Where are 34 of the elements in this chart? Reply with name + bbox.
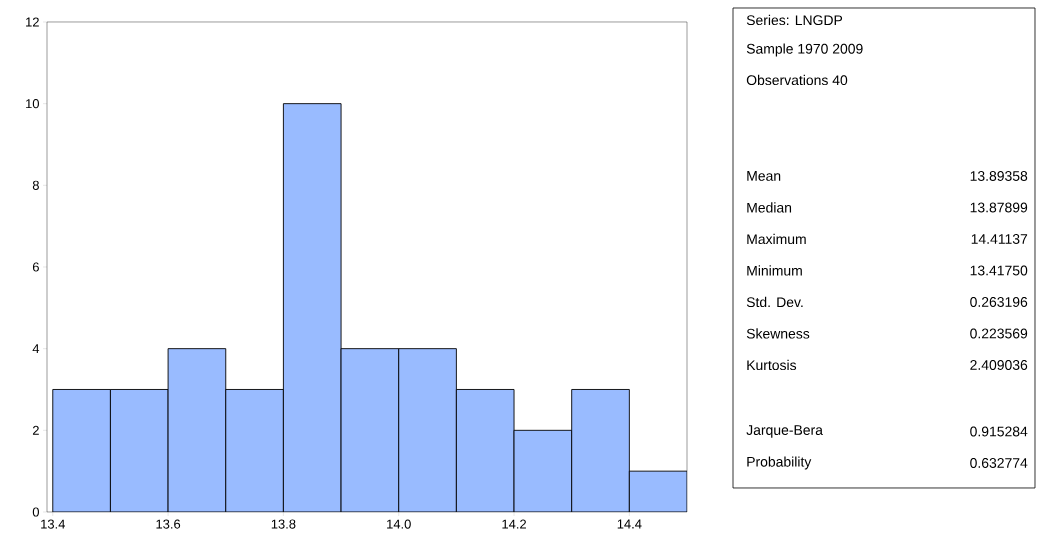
x-tick-label: 13.6 — [156, 519, 181, 529]
text: 13.41750 — [970, 265, 1028, 276]
text: 13.87899 — [970, 202, 1028, 213]
y-tick-label: 2 — [32, 425, 39, 435]
text: 13.89358 — [970, 171, 1028, 181]
y-tick-label: 4 — [32, 344, 40, 354]
y-tick-label: 0 — [32, 507, 39, 517]
y-tick-label: 10 — [26, 99, 39, 109]
text: 2.409036 — [970, 360, 1028, 370]
text: 0.632774 — [970, 458, 1028, 468]
x-tick-label: 13.8 — [271, 519, 296, 529]
text: Mean — [747, 171, 781, 181]
text: Skewness — [746, 328, 810, 339]
text: Sample 1970 2009 — [746, 43, 863, 57]
text: 0.915284 — [970, 426, 1028, 437]
text: Minimum — [747, 265, 802, 276]
text: Series: LNGDP — [746, 14, 843, 26]
text: Median — [747, 202, 792, 213]
text: Kurtosis — [747, 359, 797, 371]
text: 14.41137 — [971, 234, 1028, 244]
x-tick-label: 14.0 — [387, 519, 411, 529]
x-tick-label: 13.4 — [41, 519, 65, 529]
text: Observations 40 — [746, 74, 848, 86]
x-tick-label: 14.2 — [502, 519, 526, 529]
y-tick-label: 12 — [26, 17, 39, 27]
text: Maximum — [747, 233, 806, 245]
text: Probability — [747, 456, 812, 470]
text: 0.263196 — [970, 297, 1028, 307]
y-tick-label: 8 — [32, 180, 39, 190]
x-tick-label: 14.4 — [617, 519, 642, 529]
text: Jarque-Bera — [746, 425, 823, 438]
y-tick-label: 6 — [32, 262, 39, 272]
text: 0.223569 — [970, 328, 1028, 339]
text: Std. Dev. — [746, 296, 803, 308]
